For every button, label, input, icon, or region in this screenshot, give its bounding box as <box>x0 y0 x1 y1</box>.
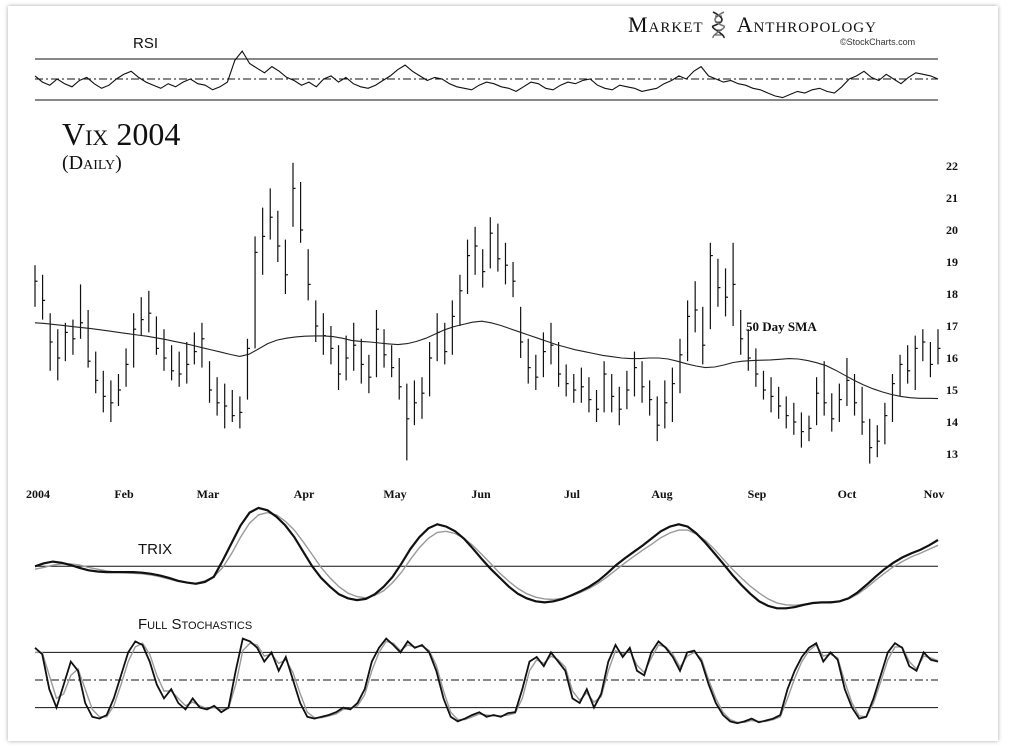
x-tick-label: Feb <box>114 487 134 501</box>
x-tick-label: May <box>383 487 406 501</box>
brand-left: Market <box>628 12 704 37</box>
x-tick-label: Jun <box>471 487 491 501</box>
x-tick-label: Jul <box>564 487 581 501</box>
stochastics-label: Full Stochastics <box>138 616 253 633</box>
brand-logo: Market Anthropology <box>628 10 877 40</box>
dna-icon <box>710 10 730 40</box>
x-tick-label: Sep <box>748 487 767 501</box>
rsi-line <box>34 50 939 99</box>
rsi-panel <box>34 50 939 101</box>
rsi-label: RSI <box>133 35 159 52</box>
y-tick-label: 20 <box>946 223 958 237</box>
y-tick-label: 14 <box>946 415 958 429</box>
x-tick-label: 2004 <box>26 487 50 501</box>
x-tick-label: Oct <box>838 487 857 501</box>
chart-subtitle: (Daily) <box>62 152 122 174</box>
trix-label: TRIX <box>138 541 173 558</box>
sma-annotation: 50 Day SMA <box>746 319 817 334</box>
y-tick-label: 15 <box>946 383 958 397</box>
y-tick-label: 22 <box>946 159 958 173</box>
sma-line <box>34 320 939 400</box>
x-tick-label: Apr <box>294 487 315 501</box>
y-tick-label: 16 <box>946 351 958 365</box>
chart-title: Vix 2004 <box>62 116 181 152</box>
stochastics-panel <box>34 637 939 725</box>
x-axis: 2004 Feb Mar Apr May Jun Jul Aug Sep Oct Nov <box>26 487 944 501</box>
trix-line <box>34 506 939 610</box>
credit-text: ©StockCharts.com <box>840 37 916 47</box>
price-panel: 13 14 15 16 17 18 19 20 21 22 50 Day SMA <box>34 159 958 464</box>
x-tick-label: Nov <box>924 487 945 501</box>
y-tick-label: 17 <box>946 319 958 333</box>
y-tick-label: 19 <box>946 255 958 269</box>
trix-signal-line <box>34 511 939 607</box>
x-tick-label: Aug <box>651 487 672 501</box>
chart-frame <box>8 6 998 741</box>
y-tick-label: 13 <box>946 447 958 461</box>
x-tick-label: Mar <box>197 487 220 501</box>
y-tick-label: 18 <box>946 287 958 301</box>
trix-panel <box>34 506 939 610</box>
y-tick-label: 21 <box>946 191 958 205</box>
stoch-k-line <box>34 637 939 725</box>
brand-right: Anthropology <box>736 12 877 37</box>
stoch-d-line <box>35 640 939 723</box>
